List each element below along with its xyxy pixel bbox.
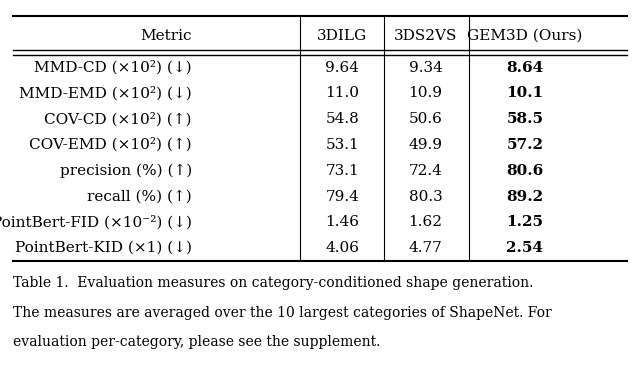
Text: 72.4: 72.4 — [409, 164, 442, 178]
Text: 53.1: 53.1 — [326, 138, 359, 152]
Text: precision (%) (↑): precision (%) (↑) — [60, 164, 192, 178]
Text: 49.9: 49.9 — [408, 138, 443, 152]
Text: 2.54: 2.54 — [506, 241, 543, 255]
Text: recall (%) (↑): recall (%) (↑) — [87, 189, 192, 204]
Text: 11.0: 11.0 — [325, 87, 360, 100]
Text: 9.34: 9.34 — [409, 61, 442, 74]
Text: 54.8: 54.8 — [326, 112, 359, 126]
Text: 80.3: 80.3 — [409, 189, 442, 204]
Text: COV-CD (×10²) (↑): COV-CD (×10²) (↑) — [45, 112, 192, 126]
Text: 8.64: 8.64 — [506, 61, 543, 74]
Text: 1.25: 1.25 — [506, 215, 543, 229]
Text: 4.77: 4.77 — [409, 241, 442, 255]
Text: COV-EMD (×10²) (↑): COV-EMD (×10²) (↑) — [29, 138, 192, 152]
Text: PointBert-KID (×1) (↓): PointBert-KID (×1) (↓) — [15, 241, 192, 255]
Text: 4.06: 4.06 — [325, 241, 360, 255]
Text: GEM3D (Ours): GEM3D (Ours) — [467, 28, 582, 43]
Text: 1.46: 1.46 — [325, 215, 360, 229]
Text: MMD-CD (×10²) (↓): MMD-CD (×10²) (↓) — [35, 61, 192, 75]
Text: MMD-EMD (×10²) (↓): MMD-EMD (×10²) (↓) — [19, 86, 192, 101]
Text: 58.5: 58.5 — [506, 112, 543, 126]
Text: Table 1.  Evaluation measures on category-conditioned shape generation.: Table 1. Evaluation measures on category… — [13, 276, 533, 289]
Text: 10.1: 10.1 — [506, 87, 543, 100]
Text: 79.4: 79.4 — [326, 189, 359, 204]
Text: evaluation per-category, please see the supplement.: evaluation per-category, please see the … — [13, 335, 380, 349]
Text: 3DILG: 3DILG — [317, 28, 367, 43]
Text: 3DS2VS: 3DS2VS — [394, 28, 458, 43]
Text: PointBert-FID (×10⁻²) (↓): PointBert-FID (×10⁻²) (↓) — [0, 215, 192, 230]
Text: 73.1: 73.1 — [326, 164, 359, 178]
Text: 57.2: 57.2 — [506, 138, 543, 152]
Text: 89.2: 89.2 — [506, 189, 543, 204]
Text: 50.6: 50.6 — [409, 112, 442, 126]
Text: 1.62: 1.62 — [408, 215, 443, 229]
Text: 80.6: 80.6 — [506, 164, 543, 178]
Text: 10.9: 10.9 — [408, 87, 443, 100]
Text: Metric: Metric — [141, 28, 192, 43]
Text: 9.64: 9.64 — [325, 61, 360, 74]
Text: The measures are averaged over the 10 largest categories of ShapeNet. For: The measures are averaged over the 10 la… — [13, 306, 552, 319]
